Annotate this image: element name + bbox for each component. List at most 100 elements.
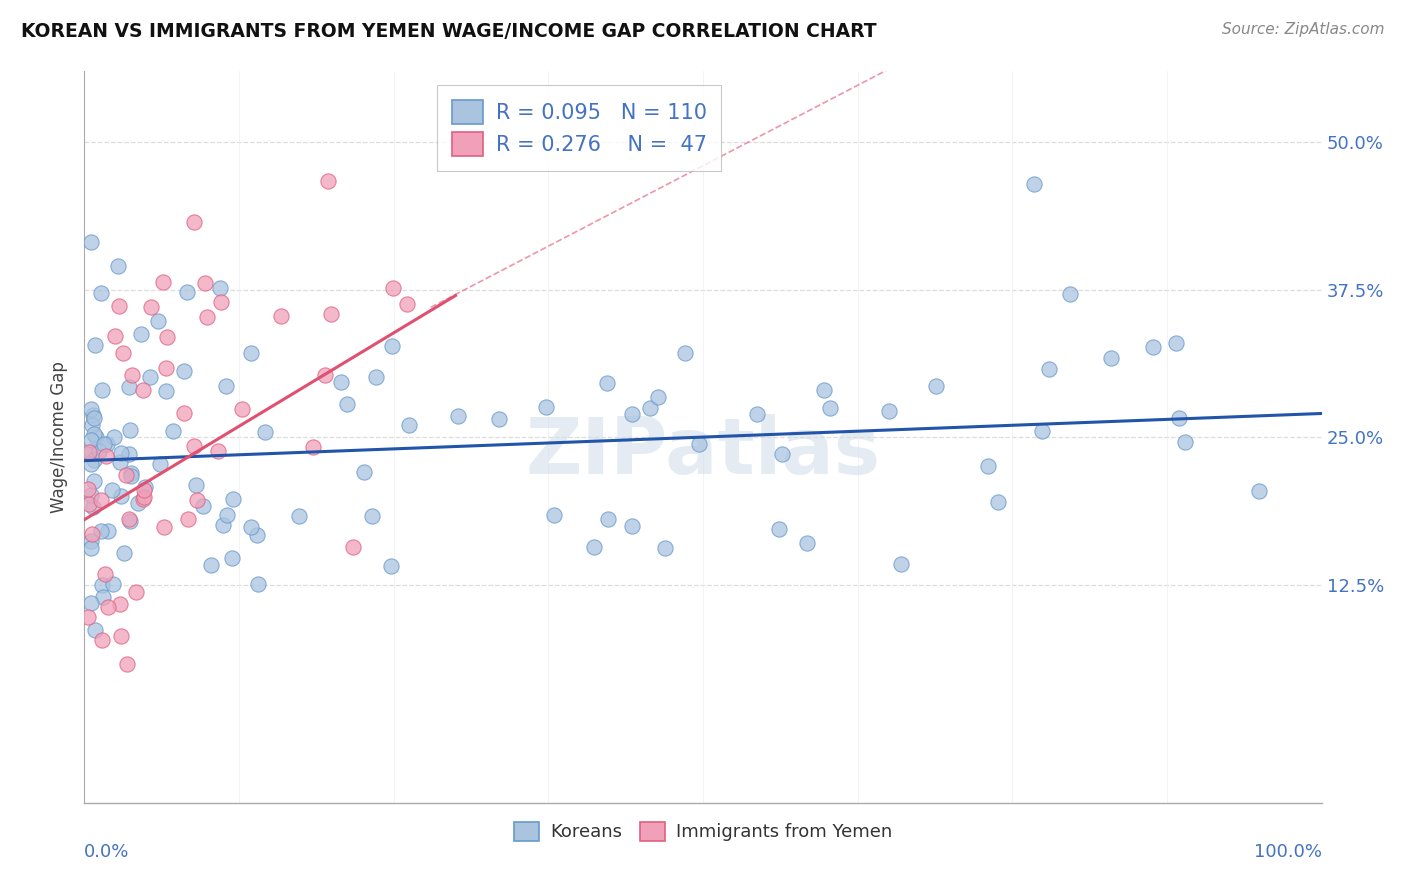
Point [79,235,101,250]
Point [1142,340,1164,354]
Point [121,368,143,382]
Point [97,524,120,539]
Point [107,259,129,273]
Point [82,408,104,422]
Point [1174,435,1197,450]
Point [879,404,901,418]
Point [398,418,420,433]
Point [1168,410,1191,425]
Point [79,445,101,459]
Point [131,327,153,342]
Point [222,492,245,507]
Point [77,482,100,496]
Point [288,508,311,523]
Point [747,408,769,422]
Point [120,466,142,480]
Point [97,600,120,615]
Point [1099,351,1122,366]
Point [79,457,101,471]
Point [108,598,131,612]
Point [132,492,155,507]
Point [84,430,107,444]
Point [91,578,114,592]
Point [240,346,263,360]
Point [104,328,127,343]
Point [84,623,107,637]
Point [215,378,238,392]
Point [1022,177,1045,191]
Point [1166,336,1188,351]
Point [127,496,149,510]
Point [90,493,112,508]
Point [108,299,131,313]
Point [80,401,103,416]
Point [191,500,214,514]
Point [184,478,207,492]
Point [596,512,619,526]
Point [83,474,105,488]
Point [77,497,100,511]
Text: 0.0%: 0.0% [84,843,129,861]
Point [221,551,243,566]
Point [818,401,841,415]
Point [621,407,644,421]
Point [207,444,229,458]
Point [212,517,235,532]
Point [246,528,269,542]
Point [176,285,198,299]
Point [155,384,177,398]
Point [91,383,114,397]
Point [173,364,195,378]
Point [813,383,835,397]
Point [316,174,339,188]
Y-axis label: Wage/Income Gap: Wage/Income Gap [51,361,69,513]
Point [84,337,107,351]
Point [118,447,141,461]
Point [925,379,948,393]
Point [79,434,101,448]
Point [149,458,172,472]
Point [688,437,710,451]
Point [647,390,669,404]
Point [396,297,419,311]
Point [447,409,470,424]
Point [638,401,661,416]
Point [101,576,124,591]
Point [364,369,387,384]
Point [231,401,253,416]
Point [112,345,135,359]
Point [110,490,132,504]
Text: ZIPatlas: ZIPatlas [526,414,880,490]
Point [155,330,177,344]
Point [1059,287,1081,301]
Point [270,310,292,324]
Point [315,368,337,383]
Point [361,509,384,524]
Point [108,455,131,469]
Point [90,286,112,301]
Point [209,295,232,310]
Point [134,483,156,497]
Point [141,301,163,315]
Point [173,406,195,420]
Point [91,590,114,604]
Point [110,446,132,460]
Point [103,430,125,444]
Point [890,557,912,571]
Point [543,508,565,522]
Point [342,540,364,554]
Point [125,585,148,599]
Point [596,376,619,390]
Point [152,275,174,289]
Point [488,411,510,425]
Point [301,440,323,454]
Point [381,339,404,353]
Point [186,493,208,508]
Point [112,546,135,560]
Point [118,423,141,437]
Point [239,520,262,534]
Point [134,491,156,505]
Point [977,458,1000,473]
Point [79,445,101,459]
Point [138,370,160,384]
